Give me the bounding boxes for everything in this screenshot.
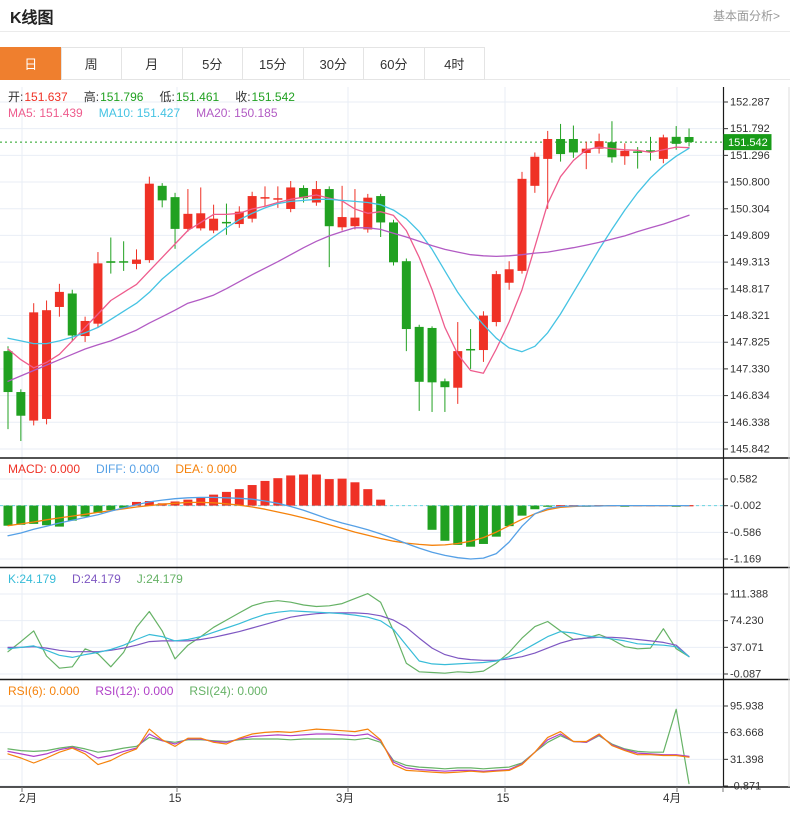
svg-text:149.809: 149.809 <box>730 230 770 242</box>
tab-5分[interactable]: 5分 <box>181 47 243 80</box>
svg-text:4月: 4月 <box>663 793 681 805</box>
rsi-panel <box>7 708 690 785</box>
kdj-panel <box>7 592 690 674</box>
svg-text:74.230: 74.230 <box>730 615 764 627</box>
candles-layer <box>3 121 694 442</box>
svg-text:150.800: 150.800 <box>730 177 770 189</box>
svg-text:146.338: 146.338 <box>730 417 770 429</box>
page-title: K线图 <box>10 9 54 27</box>
svg-text:147.825: 147.825 <box>730 337 770 349</box>
tab-周[interactable]: 周 <box>60 47 122 80</box>
macd-histogram <box>3 474 694 547</box>
svg-text:15: 15 <box>169 793 182 805</box>
svg-text:95.938: 95.938 <box>730 701 764 713</box>
x-axis-labels: 2月 15 3月 15 4月 <box>19 787 724 805</box>
tab-60分[interactable]: 60分 <box>363 47 425 80</box>
ma-lines <box>7 146 690 382</box>
kline-chart: 152.287 151.792 151.296 150.800 150.304 149.8… <box>0 80 790 812</box>
macd-panel <box>0 474 723 560</box>
svg-text:147.330: 147.330 <box>730 363 770 375</box>
svg-text:3月: 3月 <box>336 793 354 805</box>
tab-15分[interactable]: 15分 <box>242 47 304 80</box>
price-badge: 151.542 <box>723 134 772 151</box>
fundamental-analysis-link[interactable]: 基本面分析> <box>712 9 780 23</box>
interval-tabs: 日周月 5分 15分 30分 60分 4时 <box>0 47 790 80</box>
tab-日[interactable]: 日 <box>0 47 62 80</box>
tab-4时[interactable]: 4时 <box>423 47 485 80</box>
svg-text:146.834: 146.834 <box>730 390 770 402</box>
svg-text:152.287: 152.287 <box>730 97 770 109</box>
svg-text:15: 15 <box>497 793 510 805</box>
tab-月[interactable]: 月 <box>121 47 183 80</box>
svg-text:63.668: 63.668 <box>730 727 764 739</box>
svg-text:151.542: 151.542 <box>728 137 768 149</box>
panel-separators <box>0 87 790 788</box>
svg-text:-1.169: -1.169 <box>730 554 761 566</box>
main-panel <box>0 121 723 442</box>
svg-text:-0.586: -0.586 <box>730 527 761 539</box>
svg-text:0.582: 0.582 <box>730 474 758 486</box>
svg-text:-0.871: -0.871 <box>730 781 761 793</box>
tab-30分[interactable]: 30分 <box>302 47 364 80</box>
svg-text:148.321: 148.321 <box>730 310 770 322</box>
svg-text:-0.087: -0.087 <box>730 669 761 681</box>
svg-text:149.313: 149.313 <box>730 257 770 269</box>
page-header: K线图 基本面分析> <box>0 0 790 32</box>
svg-text:145.842: 145.842 <box>730 444 770 456</box>
svg-text:2月: 2月 <box>19 793 37 805</box>
svg-text:111.388: 111.388 <box>730 589 768 601</box>
svg-text:148.817: 148.817 <box>730 283 770 295</box>
svg-text:37.071: 37.071 <box>730 642 764 654</box>
svg-text:150.304: 150.304 <box>730 203 770 215</box>
gridlines <box>0 87 723 787</box>
kline-chart-canvas[interactable]: 152.287 151.792 151.296 150.800 150.304 149.8… <box>0 80 790 812</box>
y-axis-labels: 152.287 151.792 151.296 150.800 150.304 149.8… <box>723 97 770 793</box>
svg-text:31.398: 31.398 <box>730 754 764 766</box>
svg-text:-0.002: -0.002 <box>730 500 761 512</box>
svg-text:151.792: 151.792 <box>730 123 770 135</box>
svg-text:151.296: 151.296 <box>730 150 770 162</box>
